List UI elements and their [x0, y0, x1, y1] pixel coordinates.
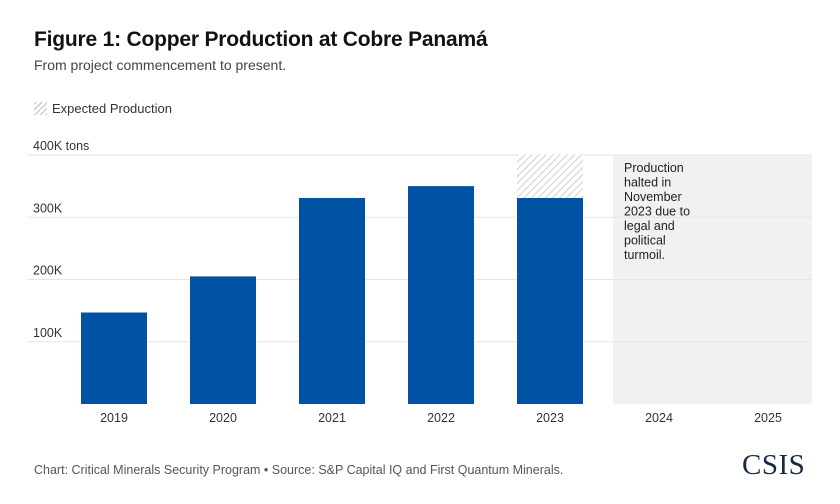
bar-2021	[299, 197, 365, 404]
hatch-pattern-icon	[34, 102, 47, 115]
x-tick-label: 2019	[100, 411, 128, 425]
y-tick-label: 300K	[33, 201, 63, 215]
x-tick-label: 2022	[427, 411, 455, 425]
bar-2019	[81, 312, 147, 404]
bar-2020	[190, 276, 256, 404]
csis-logo: CSIS	[742, 449, 806, 481]
bar-2023	[517, 197, 583, 404]
y-tick-label: 100K	[33, 326, 63, 340]
halted-production-annotation: Production halted in November 2023 due to le…	[624, 161, 690, 262]
y-tick-label: 200K	[33, 264, 63, 278]
chart-subtitle: From project commencement to present.	[34, 57, 287, 73]
bar-2022	[408, 186, 474, 404]
x-tick-label: 2024	[645, 411, 673, 425]
chart-title: Figure 1: Copper Production at Cobre Pan…	[34, 28, 488, 51]
x-tick-label: 2020	[209, 411, 237, 425]
legend-label-expected-production: Expected Production	[52, 101, 172, 116]
x-tick-label: 2023	[536, 411, 564, 425]
x-tick-label: 2025	[754, 411, 782, 425]
x-tick-label: 2021	[318, 411, 346, 425]
chart-footer: Chart: Critical Minerals Security Progra…	[34, 463, 564, 477]
legend: Expected Production	[34, 101, 172, 116]
y-tick-label: 400K tons	[33, 139, 89, 153]
expected-production-segment-2023	[517, 154, 583, 198]
